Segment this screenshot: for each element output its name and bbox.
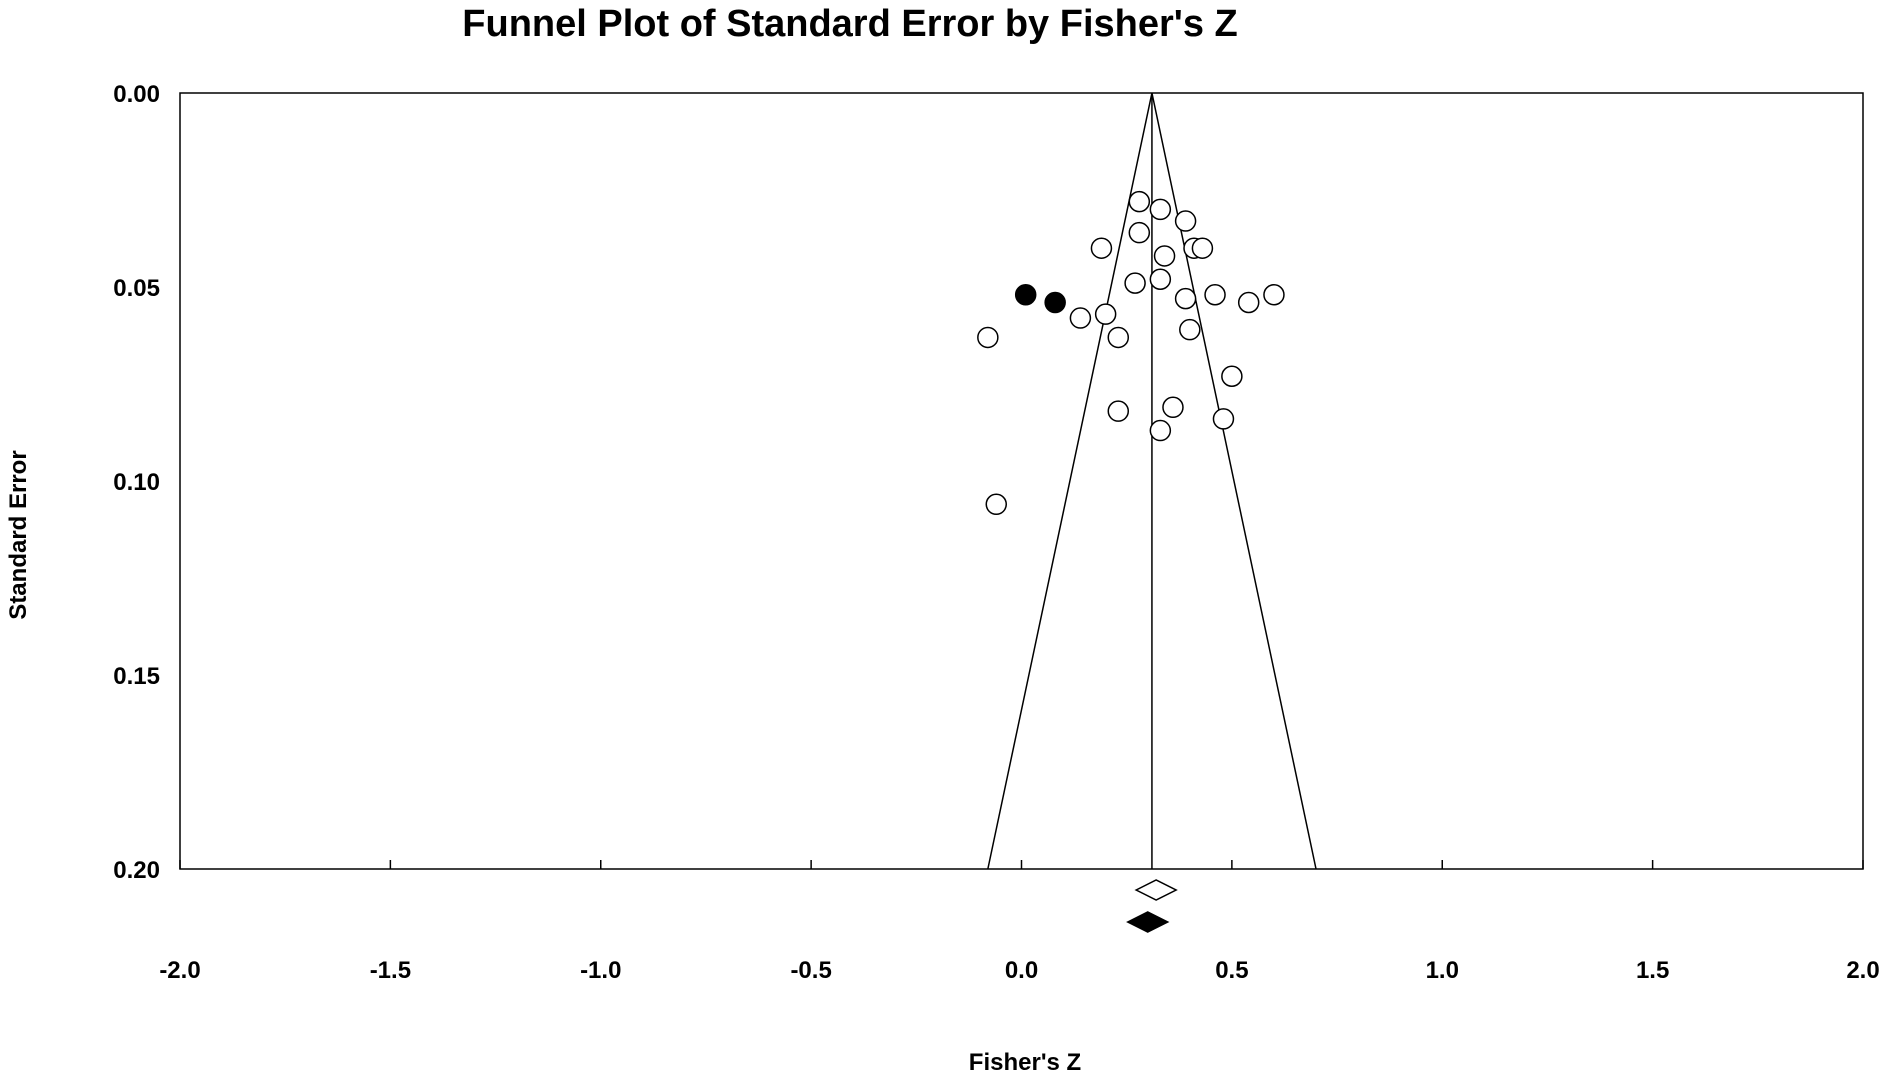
observed-study-point	[1149, 268, 1172, 290]
x-tick-label: -2.0	[159, 957, 200, 984]
chart-title: Funnel Plot of Standard Error by Fisher'…	[462, 3, 1237, 45]
x-tick-label: 2.0	[1846, 957, 1879, 984]
observed-study-point	[1204, 284, 1226, 306]
observed-study-point	[1191, 237, 1214, 259]
observed-study-point	[1263, 284, 1285, 306]
y-tick-label: 0.00	[113, 81, 160, 108]
x-axis-label: Fisher's Z	[969, 1049, 1081, 1076]
x-tick-label: -1.5	[370, 957, 411, 984]
observed-study-point	[1149, 419, 1172, 442]
imputed-study-point	[1014, 284, 1037, 306]
observed-study-point	[1179, 318, 1201, 341]
observed-study-point	[1124, 272, 1146, 294]
observed-study-point	[1212, 408, 1235, 430]
funnel-right-line	[1151, 92, 1317, 870]
observed-study-point	[1107, 326, 1130, 349]
observed-study-point	[985, 493, 1008, 516]
y-axis-label: Standard Error	[5, 450, 32, 619]
y-tick-label: 0.15	[113, 663, 160, 690]
x-tick-label: 1.0	[1426, 957, 1459, 984]
x-tick-label: -0.5	[790, 957, 831, 984]
y-tick-label: 0.20	[113, 857, 160, 884]
summary-diamonds	[1126, 879, 1178, 933]
y-tick-label: 0.10	[113, 469, 160, 496]
x-tick-label: -1.0	[580, 957, 621, 984]
observed-study-point	[1090, 237, 1113, 259]
adjusted-summary-diamond	[1126, 911, 1170, 933]
imputed-study-point	[1044, 291, 1066, 314]
observed-summary-diamond	[1134, 879, 1178, 901]
observed-study-point	[1174, 210, 1197, 232]
study-points	[977, 190, 1285, 516]
y-axis: 0.00 0.05 0.10 0.15 0.20	[113, 81, 160, 884]
observed-study-point	[1128, 221, 1151, 244]
observed-study-point	[1174, 287, 1197, 310]
observed-study-point	[977, 326, 999, 349]
plot-frame	[179, 92, 1864, 870]
observed-study-point	[1153, 245, 1176, 267]
funnel-left-line	[987, 92, 1153, 870]
x-tick-label: 0.5	[1215, 957, 1248, 984]
observed-study-point	[1069, 307, 1092, 329]
observed-study-point	[1094, 303, 1117, 325]
x-tick-label: 1.5	[1636, 957, 1669, 984]
y-tick-label: 0.05	[113, 275, 160, 302]
observed-study-point	[1237, 291, 1260, 314]
observed-study-point	[1221, 365, 1243, 387]
x-axis: -2.0 -1.5 -1.0 -0.5 0.0 0.5 1.0 1.5 2.0	[159, 860, 1880, 984]
observed-study-point	[1162, 396, 1184, 419]
observed-study-point	[1149, 198, 1172, 221]
observed-study-point	[1107, 400, 1130, 422]
x-tick-label: 0.0	[1005, 957, 1038, 984]
observed-study-point	[1128, 190, 1151, 213]
